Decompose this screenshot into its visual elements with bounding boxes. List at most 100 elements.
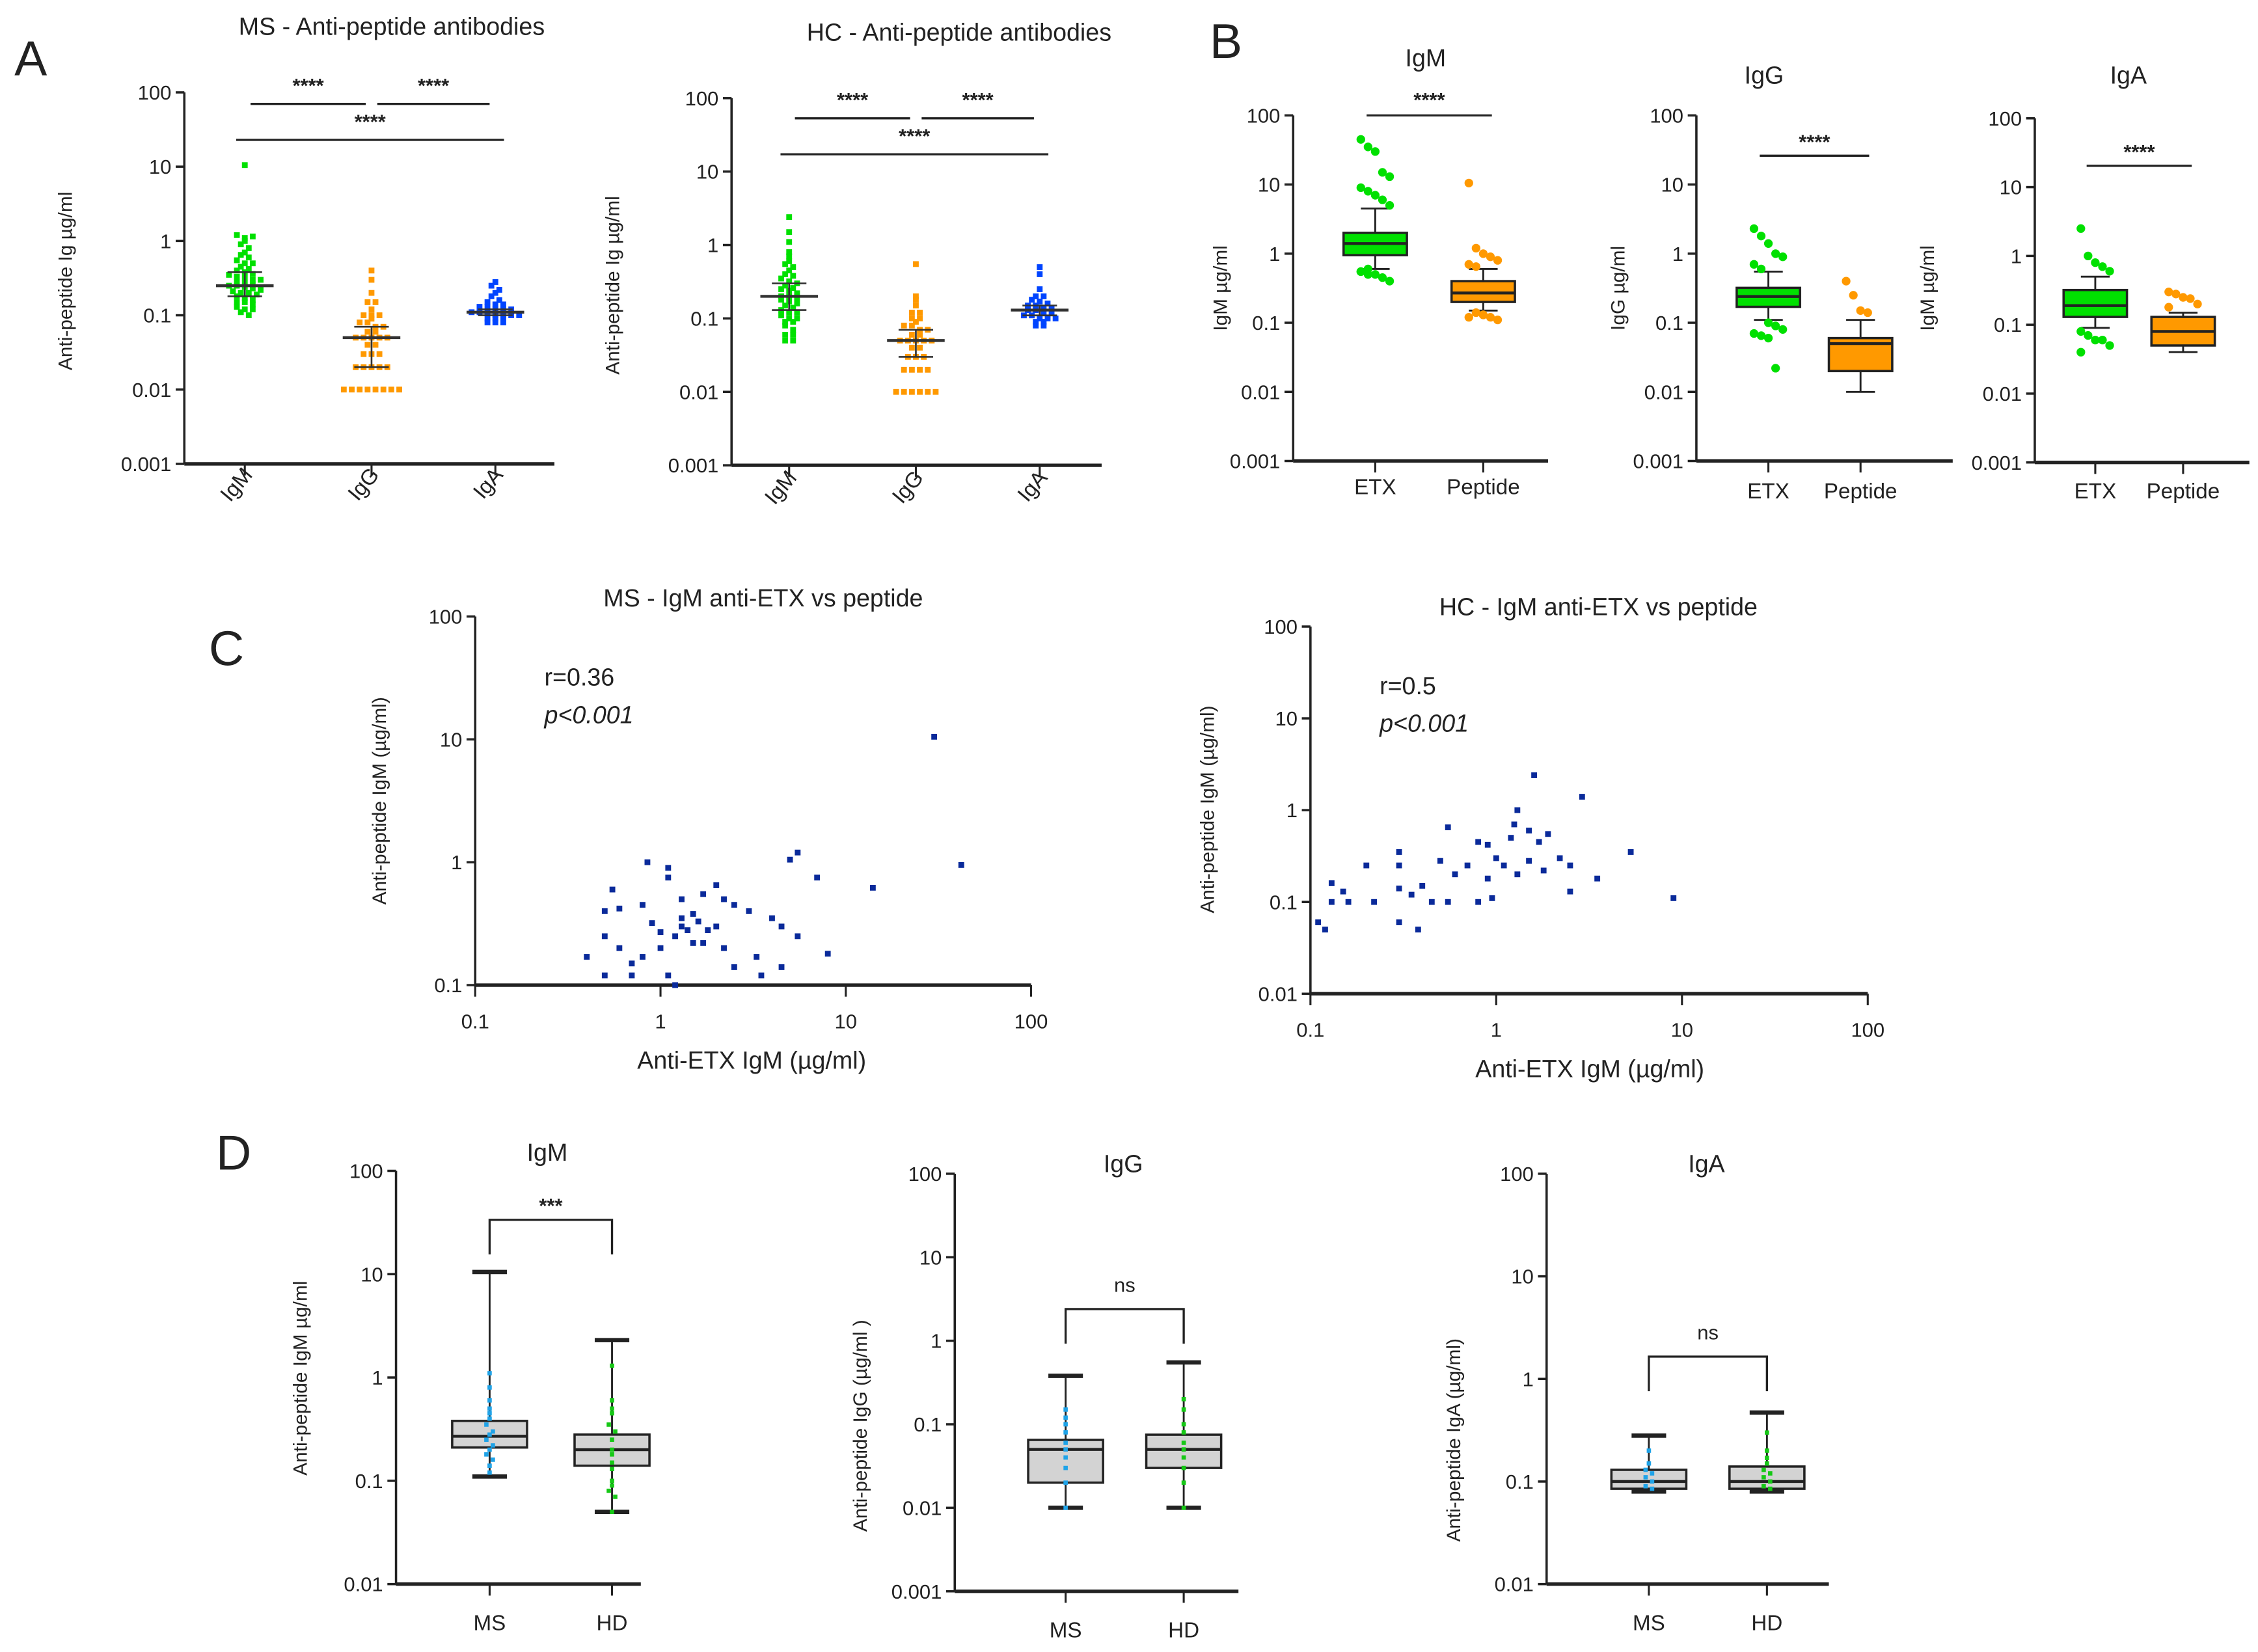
p-value: p<0.001 <box>544 701 634 728</box>
y-tick-label: 100 <box>908 1163 942 1185</box>
significance-label: **** <box>962 88 994 111</box>
data-point <box>644 859 651 865</box>
data-point <box>913 261 919 267</box>
data-point <box>649 920 655 927</box>
outlier-point <box>1356 135 1365 144</box>
significance-label: **** <box>1799 130 1830 153</box>
data-point <box>1643 1483 1648 1489</box>
outlier-point <box>1370 270 1380 279</box>
box <box>1728 1465 1806 1490</box>
data-point <box>487 1398 492 1403</box>
data-point <box>340 386 347 393</box>
outlier-point <box>1778 252 1788 262</box>
outlier-point <box>1471 243 1480 253</box>
y-axis-label: Anti-peptide IgG (µg/ml ) <box>850 1320 871 1532</box>
data-point <box>1511 821 1517 828</box>
outlier-point <box>1749 329 1759 338</box>
significance-label: **** <box>355 110 387 133</box>
y-tick-label: 100 <box>138 81 172 104</box>
data-point <box>610 1437 614 1442</box>
data-point <box>901 322 907 329</box>
data-point <box>1396 886 1402 892</box>
y-tick-label: 100 <box>1500 1163 1534 1185</box>
data-point <box>794 290 800 297</box>
data-point <box>1037 298 1043 305</box>
outlier-point <box>2164 303 2173 312</box>
data-point <box>241 235 248 241</box>
data-point <box>1475 839 1482 845</box>
data-point <box>925 366 931 373</box>
box <box>1027 1439 1104 1484</box>
outlier-point <box>1763 239 1773 248</box>
y-tick-label: 0.1 <box>1994 314 2022 336</box>
data-point <box>958 861 964 868</box>
data-point <box>824 951 831 957</box>
data-point <box>1345 899 1352 905</box>
data-point <box>925 388 931 395</box>
data-point <box>657 945 664 951</box>
data-point <box>249 301 256 308</box>
data-point <box>249 271 256 277</box>
data-point <box>1063 1430 1068 1435</box>
data-point <box>249 233 256 239</box>
data-point <box>778 275 784 282</box>
data-point <box>1765 1456 1769 1460</box>
data-point <box>610 1406 614 1411</box>
category-label: MS <box>1050 1619 1082 1643</box>
category-label: IgG <box>888 466 929 508</box>
category-label: Peptide <box>1447 475 1520 499</box>
outlier-point <box>1464 313 1473 322</box>
data-point <box>238 309 244 316</box>
y-tick-label: 10 <box>696 161 718 183</box>
data-point <box>584 954 590 960</box>
data-point <box>245 312 252 318</box>
data-point <box>917 315 923 321</box>
data-point <box>357 386 363 393</box>
data-point <box>368 267 375 274</box>
data-point <box>601 908 608 914</box>
data-point <box>893 388 899 395</box>
category-label: HD <box>1751 1611 1782 1635</box>
data-point <box>396 386 402 393</box>
y-tick-label: 100 <box>1988 107 2022 130</box>
data-point <box>238 241 244 248</box>
data-point <box>782 332 789 338</box>
data-point <box>610 1483 614 1488</box>
y-tick-label: 1 <box>1523 1368 1534 1390</box>
data-point <box>487 1411 492 1416</box>
data-point <box>368 290 375 296</box>
data-point <box>245 245 252 251</box>
data-point <box>1493 855 1499 861</box>
data-point <box>1646 1448 1652 1453</box>
data-point <box>1063 1455 1068 1460</box>
x-axis-label: Anti-ETX IgM (µg/ml) <box>637 1046 866 1074</box>
data-point <box>1531 772 1538 778</box>
y-tick-label: 0.001 <box>1633 450 1684 473</box>
data-point <box>913 303 919 308</box>
data-point <box>245 265 252 272</box>
data-point <box>1063 1465 1068 1470</box>
data-point <box>1041 310 1047 316</box>
data-point <box>1643 1467 1648 1472</box>
outlier-point <box>2084 251 2093 261</box>
data-point <box>1567 888 1573 895</box>
data-point <box>492 290 498 296</box>
data-point <box>778 312 784 319</box>
y-tick-label: 1 <box>1286 799 1298 822</box>
data-point <box>1567 862 1573 869</box>
significance-label: **** <box>292 74 324 97</box>
x-tick-label: 1 <box>1491 1019 1502 1042</box>
data-point <box>1650 1486 1655 1491</box>
chart-title: IgM <box>1406 44 1447 72</box>
data-point <box>657 929 664 936</box>
data-point <box>1762 1475 1766 1480</box>
y-tick-label: 0.01 <box>1983 383 2022 405</box>
data-point <box>1048 310 1055 316</box>
y-tick-label: 0.1 <box>1270 891 1298 914</box>
data-point <box>488 282 495 289</box>
data-point <box>786 278 793 284</box>
data-point <box>901 366 907 373</box>
data-point <box>629 972 635 979</box>
data-point <box>901 388 907 395</box>
outlier-point <box>1849 291 1858 300</box>
